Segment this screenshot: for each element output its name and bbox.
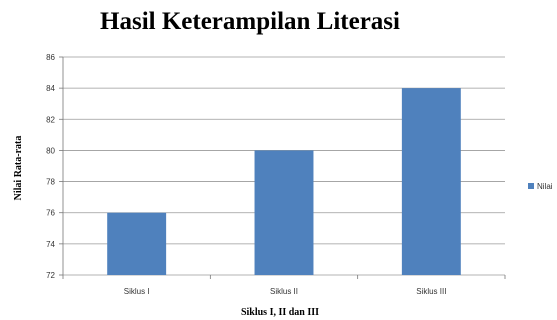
y-tick-label: 78 [46, 178, 55, 187]
y-tick-label: 82 [46, 115, 55, 124]
y-tick-label: 74 [46, 240, 55, 249]
x-axis-title: Siklus I, II dan III [241, 307, 319, 318]
bar-2 [254, 150, 314, 275]
y-tick-label: 80 [46, 146, 55, 155]
bar-1 [107, 212, 167, 275]
tick-labels: 72 74 76 78 80 82 84 86 Siklus I Siklus II Siklus … [46, 53, 446, 296]
y-tick-label: 72 [46, 271, 55, 280]
y-tick-label: 76 [46, 209, 55, 218]
bars [107, 88, 461, 276]
x-tick-label: Siklus III [416, 287, 446, 296]
legend: Nilai [528, 182, 553, 191]
legend-label: Nilai [537, 182, 553, 191]
y-tick-label: 86 [46, 53, 55, 62]
y-tick-label: 84 [46, 84, 55, 93]
x-tick-label: Siklus I [124, 287, 150, 296]
x-tick-label: Siklus II [270, 287, 298, 296]
legend-swatch [528, 183, 534, 189]
chart-title: Hasil Keterampilan Literasi [100, 8, 400, 35]
axes [59, 56, 506, 279]
bar-3 [401, 88, 461, 276]
y-axis-title: Nilai Rata-rata [13, 136, 24, 201]
